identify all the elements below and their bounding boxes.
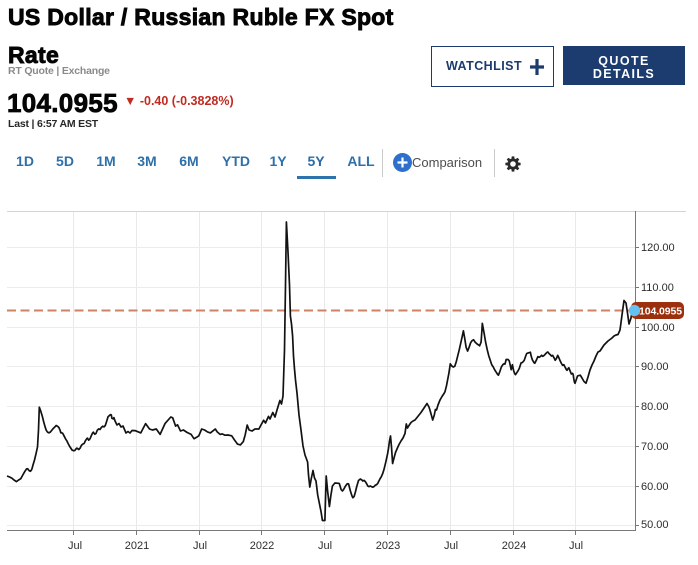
svg-text:50.00: 50.00 [641, 519, 669, 531]
svg-text:2022: 2022 [250, 540, 274, 552]
svg-text:80.00: 80.00 [641, 401, 669, 413]
svg-text:104.0955: 104.0955 [639, 306, 682, 318]
svg-text:Jul: Jul [318, 540, 332, 552]
svg-text:Jul: Jul [193, 540, 207, 552]
svg-text:Jul: Jul [444, 540, 458, 552]
svg-text:2024: 2024 [502, 540, 526, 552]
svg-text:2021: 2021 [125, 540, 149, 552]
svg-text:90.00: 90.00 [641, 361, 669, 373]
svg-text:70.00: 70.00 [641, 441, 669, 453]
svg-text:Jul: Jul [569, 540, 583, 552]
svg-text:100.00: 100.00 [641, 322, 675, 334]
svg-text:2023: 2023 [376, 540, 400, 552]
svg-text:Jul: Jul [68, 540, 82, 552]
svg-text:120.00: 120.00 [641, 242, 675, 254]
svg-text:110.00: 110.00 [641, 282, 674, 294]
svg-text:60.00: 60.00 [641, 481, 669, 493]
